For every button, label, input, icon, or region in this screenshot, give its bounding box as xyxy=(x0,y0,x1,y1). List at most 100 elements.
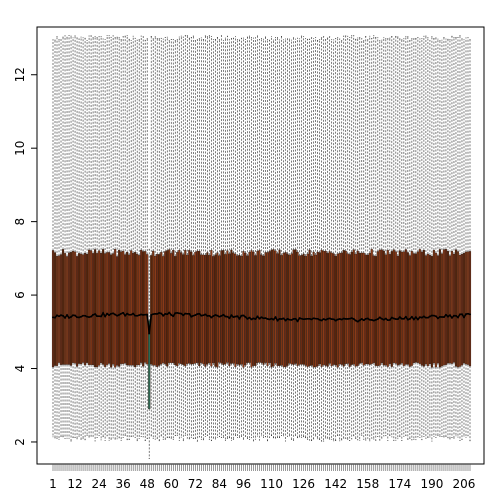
box-body xyxy=(178,250,181,364)
box-body xyxy=(346,253,349,364)
box-body xyxy=(344,250,347,364)
box-body xyxy=(134,252,137,368)
box-body xyxy=(372,255,375,363)
box-body xyxy=(190,251,193,365)
x-tick-label: 36 xyxy=(116,477,131,491)
box-body xyxy=(94,249,97,368)
box-body xyxy=(212,256,215,364)
box-body xyxy=(69,252,73,366)
box-28 xyxy=(106,35,109,437)
box-171 xyxy=(392,38,395,441)
box-body xyxy=(240,256,243,365)
y-axis: 2 4 6 8 10 12 xyxy=(13,67,37,446)
box-179 xyxy=(408,40,411,439)
box-45 xyxy=(140,35,143,437)
box-190 xyxy=(430,36,433,442)
box-body xyxy=(362,252,365,366)
box-body xyxy=(184,249,187,367)
box-body xyxy=(448,255,452,364)
box-body xyxy=(118,250,121,367)
box-191 xyxy=(432,38,435,437)
box-body xyxy=(358,253,361,364)
box-body xyxy=(320,249,323,367)
box-20 xyxy=(90,35,93,437)
box-200 xyxy=(450,35,454,438)
x-tick-label: 84 xyxy=(212,477,227,491)
box-body xyxy=(200,254,203,363)
box-body xyxy=(228,253,231,366)
box-body xyxy=(71,250,75,363)
box-body xyxy=(104,253,107,367)
box-body xyxy=(430,256,433,368)
box-76 xyxy=(202,39,205,441)
x-tick-label: 48 xyxy=(140,477,155,491)
box-body xyxy=(222,250,225,365)
box-176 xyxy=(402,38,405,437)
box-body xyxy=(142,251,145,367)
box-body xyxy=(164,251,167,365)
box-body xyxy=(246,255,249,363)
box-86 xyxy=(222,39,225,438)
box-21 xyxy=(92,37,95,437)
box-body xyxy=(458,255,462,367)
box-body xyxy=(278,249,281,366)
box-body xyxy=(416,251,419,363)
box-body xyxy=(410,251,413,366)
box-body xyxy=(168,249,171,363)
box-body xyxy=(86,253,89,363)
box-body xyxy=(332,253,335,365)
box-2 xyxy=(53,39,57,439)
box-body xyxy=(310,255,313,366)
box-body xyxy=(388,254,391,364)
box-132 xyxy=(314,37,317,437)
box-body xyxy=(130,250,133,366)
box-body xyxy=(336,253,339,368)
box-body xyxy=(468,251,472,367)
box-body xyxy=(176,252,179,367)
box-133 xyxy=(316,40,319,440)
box-body xyxy=(352,249,355,365)
box-body xyxy=(202,254,205,365)
box-33 xyxy=(116,36,119,440)
box-body xyxy=(370,249,373,364)
box-body xyxy=(284,252,287,368)
box-127 xyxy=(304,38,307,439)
box-121 xyxy=(292,37,295,441)
box-body xyxy=(316,251,319,367)
box-30 xyxy=(110,36,113,440)
box-body xyxy=(250,250,253,368)
x-tick-label: 60 xyxy=(164,477,179,491)
box-body xyxy=(172,249,175,364)
box-41 xyxy=(132,35,135,437)
box-body xyxy=(57,255,61,363)
box-26 xyxy=(102,38,105,438)
box-body xyxy=(412,253,415,364)
box-body xyxy=(276,253,279,366)
box-158 xyxy=(366,39,369,439)
box-180 xyxy=(410,38,413,441)
box-body xyxy=(302,253,305,365)
box-body xyxy=(340,252,343,365)
box-body xyxy=(384,254,387,366)
box-body xyxy=(348,254,351,367)
box-body xyxy=(354,254,357,367)
box-43 xyxy=(136,39,139,442)
box-body xyxy=(394,251,397,364)
box-body xyxy=(360,252,363,363)
box-19 xyxy=(88,35,91,438)
box-body xyxy=(364,254,367,365)
box-36 xyxy=(122,36,125,438)
box-body xyxy=(63,253,67,365)
box-body xyxy=(266,252,269,366)
box-8 xyxy=(65,36,69,439)
box-body xyxy=(292,249,295,365)
box-body xyxy=(196,250,199,363)
box-154 xyxy=(358,37,361,441)
box-body xyxy=(76,256,79,367)
box-body xyxy=(436,255,439,364)
box-85 xyxy=(220,35,223,438)
box-body xyxy=(294,249,297,364)
box-body xyxy=(258,250,261,363)
box-37 xyxy=(124,35,127,436)
box-95 xyxy=(240,37,243,437)
